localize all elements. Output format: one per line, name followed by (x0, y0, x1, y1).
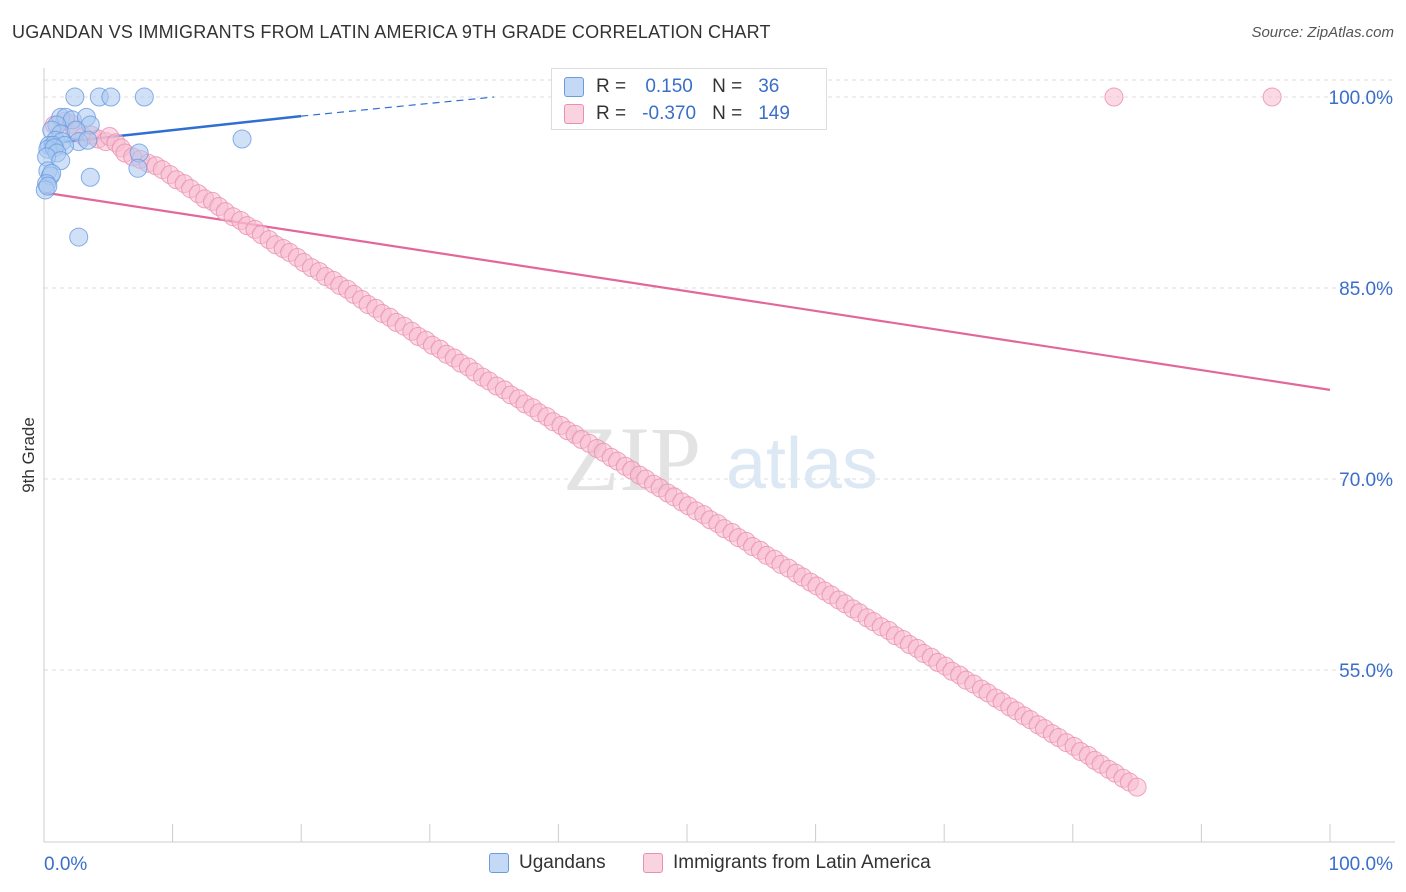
watermark: ZIP atlas (563, 408, 878, 510)
point-ugandans-3 (134, 87, 154, 107)
y-tick-label-1: 85.0% (1339, 279, 1393, 300)
point-ugandans-30 (80, 167, 100, 187)
y-tick-label-2: 70.0% (1339, 470, 1393, 491)
point-ugandans-2 (101, 87, 121, 107)
correlation-box: R = 0.150 N = 36 R = -0.370 N = 149 (551, 68, 827, 130)
point-latin-america-1 (1262, 87, 1282, 107)
legend-swatch-latin-america (643, 853, 663, 873)
legend-item-latin-america[interactable]: Immigrants from Latin America (643, 852, 931, 874)
r-label: R = (596, 76, 627, 97)
r-value-ugandans: 0.150 (645, 76, 693, 97)
legend-label-latin-america: Immigrants from Latin America (673, 852, 931, 873)
watermark-atlas: atlas (726, 424, 878, 504)
point-ugandans-0 (65, 87, 85, 107)
point-ugandans-34 (69, 227, 89, 247)
tick-labels: 100.0% 85.0% 70.0% 55.0% 0.0% 100.0% 9th Grade (19, 88, 1393, 875)
correlation-row-ugandans: R = 0.150 N = 36 (564, 74, 779, 100)
r-value-latin-america: -0.370 (642, 103, 697, 124)
r-label: R = (596, 103, 627, 124)
legend-swatch-ugandans (489, 853, 509, 873)
n-label: N = (712, 103, 743, 124)
point-ugandans-26 (232, 129, 252, 149)
point-ugandans-31 (128, 158, 148, 178)
point-ugandans-35 (38, 176, 58, 196)
gridlines (44, 79, 1395, 671)
legend: Ugandans Immigrants from Latin America (0, 852, 1406, 878)
legend-label-ugandans: Ugandans (519, 852, 606, 873)
y-tick-label-3: 55.0% (1339, 661, 1393, 682)
legend-item-ugandans[interactable]: Ugandans (489, 852, 606, 874)
point-latin-america-155 (1127, 777, 1147, 797)
axes (43, 68, 1395, 843)
correlation-row-latin-america: R = -0.370 N = 149 (564, 101, 790, 127)
y-axis-label: 9th Grade (19, 417, 38, 493)
x-tick-label-max: 100.0% (1329, 854, 1394, 875)
trend-line-ugandans-extension (301, 96, 495, 117)
n-label: N = (712, 76, 743, 97)
point-latin-america-0 (1104, 87, 1124, 107)
point-ugandans-16 (78, 130, 98, 150)
swatch-ugandans (564, 77, 584, 97)
n-value-ugandans: 36 (758, 76, 780, 97)
data-points (35, 87, 1282, 797)
y-tick-label-0: 100.0% (1329, 88, 1394, 109)
source-credit: Source: ZipAtlas.com (1251, 24, 1394, 41)
n-value-latin-america: 149 (758, 103, 790, 124)
x-tick-label-min: 0.0% (44, 854, 87, 875)
swatch-latin-america (564, 104, 584, 124)
chart-title: UGANDAN VS IMMIGRANTS FROM LATIN AMERICA… (12, 22, 771, 42)
